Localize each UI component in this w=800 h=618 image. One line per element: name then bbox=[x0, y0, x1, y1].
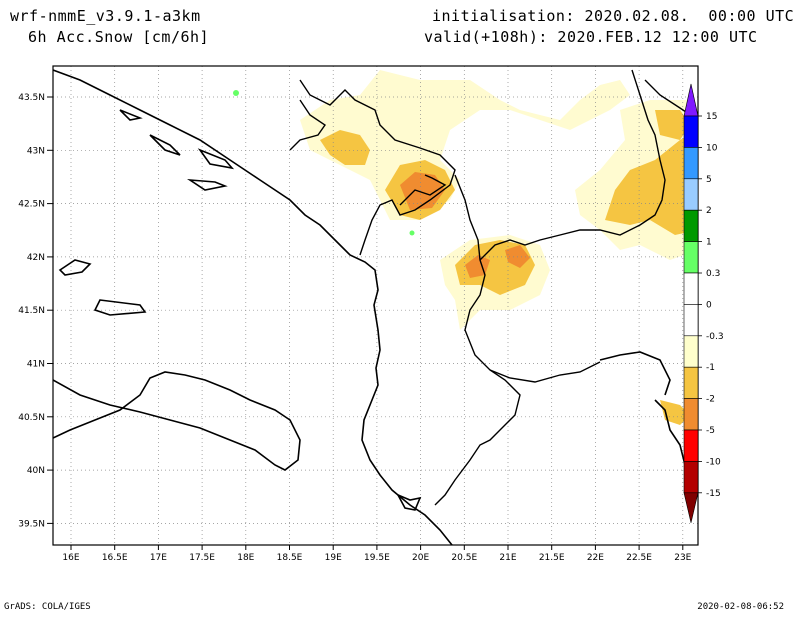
snow-area-medium bbox=[605, 130, 698, 235]
snow-area-light bbox=[300, 70, 630, 220]
lat-label: 40.5N bbox=[18, 413, 45, 423]
legend-label: -15 bbox=[706, 489, 721, 499]
legend-label: 1 bbox=[706, 238, 712, 248]
legend-swatch bbox=[683, 147, 699, 180]
lat-label: 40N bbox=[27, 466, 45, 476]
snow-area-green bbox=[409, 230, 415, 236]
legend-label: 10 bbox=[706, 143, 718, 153]
legend-label: 0 bbox=[706, 300, 712, 310]
lon-label: 16.5E bbox=[102, 553, 128, 563]
legend-swatch bbox=[683, 241, 699, 274]
legend-swatch bbox=[683, 461, 699, 494]
lat-label: 43.5N bbox=[18, 93, 45, 103]
coastline bbox=[186, 178, 228, 191]
border bbox=[289, 99, 326, 151]
legend-swatch bbox=[683, 115, 699, 148]
legend-swatch bbox=[683, 209, 699, 242]
lat-label: 42N bbox=[27, 253, 45, 263]
lon-label: 16E bbox=[62, 553, 79, 563]
legend-label: 5 bbox=[706, 175, 712, 185]
snow-area-heavy bbox=[505, 245, 530, 268]
lon-label: 20E bbox=[412, 553, 429, 563]
legend-label: -10 bbox=[706, 457, 721, 467]
coastline bbox=[119, 109, 143, 121]
legend-swatch bbox=[683, 398, 699, 431]
lon-label: 19E bbox=[325, 553, 342, 563]
valid-time: valid(+108h): 2020.FEB.12 12:00 UTC bbox=[424, 28, 758, 46]
footer-credit: GrADS: COLA/IGES bbox=[4, 602, 91, 612]
legend-arrow-bottom bbox=[683, 492, 699, 523]
legend-label: -0.3 bbox=[706, 332, 724, 342]
lon-label: 17.5E bbox=[189, 553, 215, 563]
lon-label: 21.5E bbox=[539, 553, 565, 563]
lon-label: 22E bbox=[587, 553, 604, 563]
coastline bbox=[53, 69, 453, 545]
color-legend: 15 10 5 2 1 0.3 0 -0.3 -1 -2 -5 -10 -15 bbox=[683, 83, 724, 523]
border bbox=[399, 174, 447, 206]
legend-swatch bbox=[683, 429, 699, 462]
border bbox=[299, 79, 456, 256]
legend-swatch bbox=[683, 178, 699, 211]
border bbox=[479, 69, 666, 261]
footer-timestamp: 2020-02-08-06:52 bbox=[697, 602, 784, 612]
lon-label: 19.5E bbox=[364, 553, 390, 563]
coastline bbox=[53, 371, 301, 471]
lon-label: 17E bbox=[150, 553, 167, 563]
latitude-labels: 43.5N 43N 42.5N 42N 41.5N 41N 40.5N 40N 39.5N bbox=[18, 93, 53, 529]
snow-area-medium bbox=[655, 110, 690, 140]
coastline bbox=[599, 351, 671, 396]
init-time: initialisation: 2020.02.08. 00:00 UTC bbox=[432, 7, 795, 25]
lat-label: 41N bbox=[27, 360, 45, 370]
legend-label: -2 bbox=[706, 395, 715, 405]
border bbox=[489, 361, 601, 383]
lat-label: 43N bbox=[27, 146, 45, 156]
legend-label: -1 bbox=[706, 363, 715, 373]
snow-area-heavy bbox=[400, 172, 445, 210]
lat-label: 42.5N bbox=[18, 200, 45, 210]
legend-swatch bbox=[683, 304, 699, 337]
border bbox=[434, 174, 521, 506]
legend-swatch bbox=[683, 335, 699, 368]
lon-label: 18E bbox=[237, 553, 254, 563]
snow-area-medium bbox=[320, 130, 370, 165]
legend-label: 15 bbox=[706, 112, 717, 122]
lon-label: 20.5E bbox=[451, 553, 477, 563]
snow-field bbox=[233, 70, 698, 425]
legend-label: -5 bbox=[706, 426, 715, 436]
model-title: wrf-nmmE_v3.9.1-a3km bbox=[10, 7, 201, 25]
field-title: 6h Acc.Snow [cm/6h] bbox=[28, 28, 210, 46]
legend-swatch bbox=[683, 272, 699, 305]
lon-label: 18.5E bbox=[277, 553, 303, 563]
lat-label: 39.5N bbox=[18, 519, 45, 529]
snow-area-green bbox=[233, 90, 239, 96]
lon-label: 23E bbox=[674, 553, 691, 563]
longitude-labels: 16E 16.5E 17E 17.5E 18E 18.5E 19E 19.5E 20E 20.5E… bbox=[62, 545, 692, 563]
lat-label: 41.5N bbox=[18, 306, 45, 316]
coastline bbox=[149, 134, 181, 156]
coastline bbox=[58, 259, 92, 276]
lon-label: 21E bbox=[499, 553, 516, 563]
legend-swatch bbox=[683, 366, 699, 399]
legend-label: 0.3 bbox=[706, 269, 720, 279]
coastline bbox=[197, 148, 235, 170]
coastline bbox=[93, 299, 147, 316]
legend-label: 2 bbox=[706, 206, 712, 216]
coastline bbox=[396, 493, 422, 511]
lon-label: 22.5E bbox=[626, 553, 652, 563]
